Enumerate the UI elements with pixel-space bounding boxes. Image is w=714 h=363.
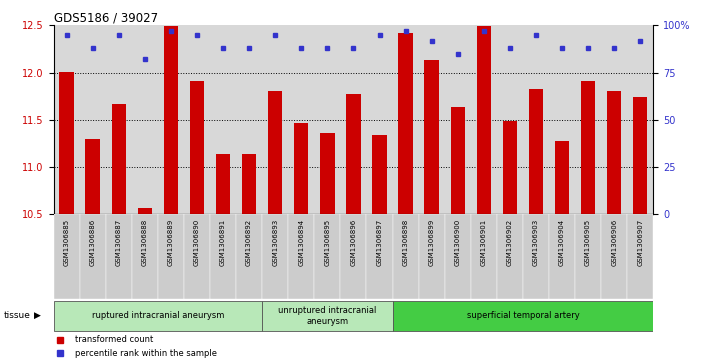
- Text: GSM1306891: GSM1306891: [220, 219, 226, 266]
- Bar: [236, 214, 262, 299]
- Text: GSM1306893: GSM1306893: [272, 219, 278, 266]
- Text: GSM1306892: GSM1306892: [246, 219, 252, 266]
- Text: GSM1306899: GSM1306899: [428, 219, 435, 266]
- Bar: [366, 214, 393, 299]
- Bar: [529, 89, 543, 214]
- Bar: [54, 301, 262, 330]
- Bar: [190, 81, 204, 214]
- Text: GSM1306885: GSM1306885: [64, 219, 69, 266]
- Text: GSM1306907: GSM1306907: [638, 219, 643, 266]
- Text: transformed count: transformed count: [74, 335, 153, 344]
- Bar: [80, 214, 106, 299]
- Text: GDS5186 / 39027: GDS5186 / 39027: [54, 11, 158, 24]
- Bar: [555, 140, 569, 214]
- Text: GSM1306900: GSM1306900: [455, 219, 461, 266]
- Bar: [158, 214, 184, 299]
- Bar: [398, 33, 413, 214]
- Bar: [503, 121, 517, 214]
- Text: GSM1306901: GSM1306901: [481, 219, 487, 266]
- Text: ruptured intracranial aneurysm: ruptured intracranial aneurysm: [91, 311, 224, 320]
- Bar: [607, 91, 621, 214]
- Text: superficial temporal artery: superficial temporal artery: [466, 311, 579, 320]
- Text: GSM1306902: GSM1306902: [507, 219, 513, 266]
- Bar: [111, 104, 126, 214]
- Bar: [372, 135, 387, 214]
- Bar: [346, 94, 361, 214]
- Bar: [497, 214, 523, 299]
- Bar: [425, 60, 439, 214]
- Bar: [451, 107, 465, 214]
- Text: GSM1306890: GSM1306890: [194, 219, 200, 266]
- Bar: [320, 133, 335, 214]
- Text: ▶: ▶: [34, 311, 41, 320]
- Text: GSM1306894: GSM1306894: [298, 219, 304, 266]
- Bar: [523, 214, 549, 299]
- Bar: [601, 214, 627, 299]
- Text: GSM1306903: GSM1306903: [533, 219, 539, 266]
- Bar: [549, 214, 575, 299]
- Bar: [627, 214, 653, 299]
- Bar: [393, 301, 653, 330]
- Bar: [242, 154, 256, 214]
- Text: GSM1306895: GSM1306895: [324, 219, 331, 266]
- Bar: [288, 214, 314, 299]
- Bar: [164, 26, 178, 214]
- Bar: [59, 72, 74, 214]
- Text: GSM1306886: GSM1306886: [90, 219, 96, 266]
- Text: percentile rank within the sample: percentile rank within the sample: [74, 349, 216, 358]
- Bar: [184, 214, 210, 299]
- Bar: [132, 214, 158, 299]
- Bar: [471, 214, 497, 299]
- Bar: [210, 214, 236, 299]
- Bar: [106, 214, 132, 299]
- Text: GSM1306904: GSM1306904: [559, 219, 565, 266]
- Bar: [314, 214, 341, 299]
- Text: GSM1306897: GSM1306897: [376, 219, 383, 266]
- Bar: [262, 301, 393, 330]
- Text: unruptured intracranial
aneurysm: unruptured intracranial aneurysm: [278, 306, 376, 326]
- Bar: [294, 123, 308, 214]
- Bar: [445, 214, 471, 299]
- Text: tissue: tissue: [4, 311, 31, 320]
- Text: GSM1306887: GSM1306887: [116, 219, 122, 266]
- Bar: [341, 214, 366, 299]
- Bar: [262, 214, 288, 299]
- Text: GSM1306905: GSM1306905: [585, 219, 591, 266]
- Bar: [575, 214, 601, 299]
- Text: GSM1306898: GSM1306898: [403, 219, 408, 266]
- Bar: [54, 214, 80, 299]
- Bar: [268, 91, 282, 214]
- Bar: [418, 214, 445, 299]
- Bar: [633, 97, 648, 214]
- Bar: [86, 139, 100, 214]
- Text: GSM1306896: GSM1306896: [351, 219, 356, 266]
- Bar: [581, 81, 595, 214]
- Bar: [216, 154, 230, 214]
- Bar: [138, 208, 152, 214]
- Text: GSM1306889: GSM1306889: [168, 219, 174, 266]
- Bar: [477, 26, 491, 214]
- Text: GSM1306906: GSM1306906: [611, 219, 617, 266]
- Bar: [393, 214, 418, 299]
- Text: GSM1306888: GSM1306888: [142, 219, 148, 266]
